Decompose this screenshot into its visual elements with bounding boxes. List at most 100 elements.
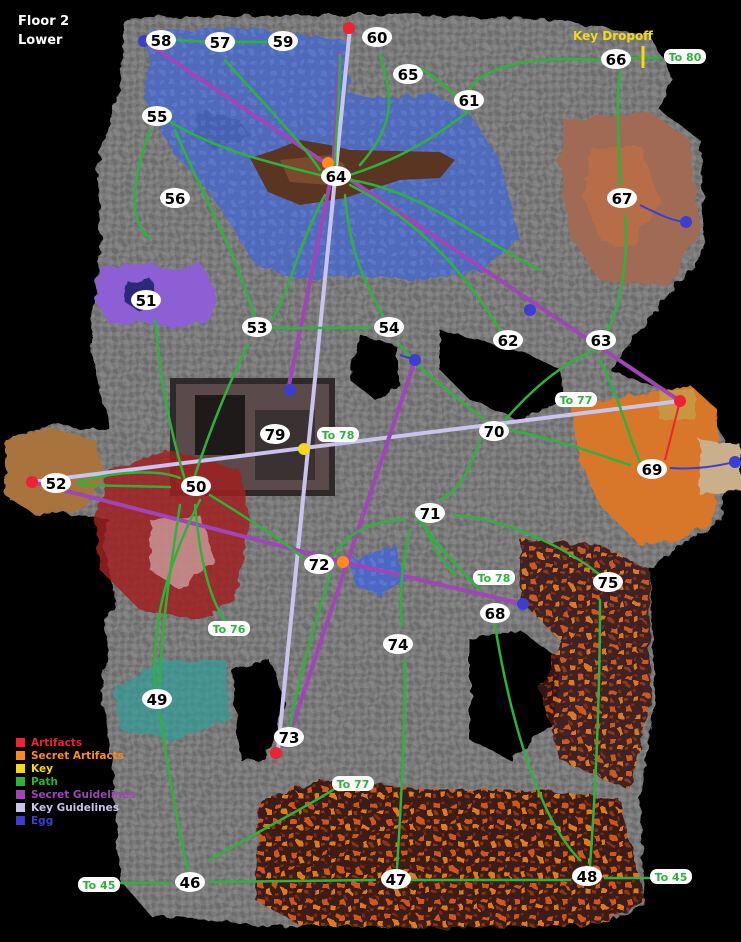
legend-label: Secret Artifacts bbox=[31, 749, 124, 762]
room-label-62: 62 bbox=[498, 332, 519, 350]
mushroom-area bbox=[95, 450, 250, 620]
exit-label: To 77 bbox=[560, 394, 593, 407]
exit-label-bg bbox=[664, 49, 706, 64]
room-label-57: 57 bbox=[210, 34, 231, 52]
room-label-bg bbox=[493, 330, 523, 350]
key-guidelines bbox=[31, 27, 681, 751]
room-label-bg bbox=[175, 872, 205, 892]
room-label-61: 61 bbox=[459, 92, 480, 110]
room-label-bg bbox=[374, 317, 404, 337]
room-label-bg bbox=[205, 32, 235, 52]
room-label-bg bbox=[304, 554, 334, 574]
room-label-bg bbox=[131, 290, 161, 310]
markers bbox=[26, 22, 741, 759]
legend-label: Secret Guidelines bbox=[31, 788, 136, 801]
room-label-47: 47 bbox=[386, 871, 407, 889]
legend-label: Key bbox=[31, 762, 53, 775]
room-label-bg bbox=[41, 473, 71, 493]
egg-marker bbox=[524, 304, 536, 316]
exit-label-bg bbox=[317, 427, 359, 442]
legend: Artifacts Secret Artifacts Key Path Secr… bbox=[16, 736, 135, 827]
secret-artifact-swatch bbox=[16, 751, 25, 760]
exit-label: To 78 bbox=[478, 572, 511, 585]
egg-swatch bbox=[16, 816, 25, 825]
artifact-swatch bbox=[16, 738, 25, 747]
artifact-marker bbox=[674, 395, 686, 407]
room-label-71: 71 bbox=[420, 505, 441, 523]
room-label-48: 48 bbox=[577, 868, 598, 886]
legend-item-key-guidelines: Key Guidelines bbox=[16, 801, 135, 814]
room-label-72: 72 bbox=[309, 556, 330, 574]
key-dropoff-label: Key Dropoff bbox=[573, 29, 653, 43]
room-label-bg bbox=[181, 476, 211, 496]
room-label-69: 69 bbox=[642, 461, 663, 479]
exit-label: To 45 bbox=[655, 871, 688, 884]
legend-label: Path bbox=[31, 775, 58, 788]
egg-marker bbox=[284, 384, 296, 396]
secret-artifact-marker bbox=[337, 556, 349, 568]
exit-labels: To 80 To 77 To 78 To 78 To 76 To 77 To 45 To 45 bbox=[78, 49, 706, 892]
key-guideline-swatch bbox=[16, 803, 25, 812]
exit-label: To 77 bbox=[337, 778, 370, 791]
key-swatch bbox=[16, 764, 25, 773]
exit-label-bg bbox=[555, 392, 597, 407]
room-label-67: 67 bbox=[612, 190, 633, 208]
room-label-73: 73 bbox=[279, 729, 300, 747]
room-label-60: 60 bbox=[367, 29, 388, 47]
exit-label: To 80 bbox=[669, 51, 702, 64]
room-labels: 46 47 48 49 50 51 52 53 54 55 56 57 58 59 60 61 62 63 64 65… bbox=[41, 27, 667, 892]
room-label-50: 50 bbox=[186, 478, 207, 496]
exit-label-bg bbox=[650, 869, 692, 884]
room-label-54: 54 bbox=[379, 319, 400, 337]
exit-label: To 76 bbox=[213, 623, 246, 636]
exit-label-bg bbox=[473, 570, 515, 585]
room-label-56: 56 bbox=[165, 190, 186, 208]
floor-title: Floor 2 bbox=[18, 14, 70, 29]
room-label-66: 66 bbox=[606, 51, 627, 69]
egg-marker bbox=[680, 216, 692, 228]
legend-label: Egg bbox=[31, 814, 54, 827]
room-label-bg bbox=[260, 424, 290, 444]
room-label-bg bbox=[586, 330, 616, 350]
room-label-79: 79 bbox=[265, 426, 286, 444]
room-label-bg bbox=[415, 503, 445, 523]
exit-label-bg bbox=[332, 776, 374, 791]
room-label-bg bbox=[321, 166, 351, 186]
egg-marker bbox=[409, 354, 421, 366]
legend-label: Key Guidelines bbox=[31, 801, 119, 814]
room-label-bg bbox=[146, 30, 176, 50]
lava-field bbox=[255, 540, 650, 928]
legend-item-key: Key bbox=[16, 762, 135, 775]
artifact-marker bbox=[343, 22, 355, 34]
artifact-marker bbox=[26, 476, 38, 488]
egg-marker bbox=[517, 598, 529, 610]
room-label-52: 52 bbox=[46, 475, 67, 493]
artifact-marker bbox=[270, 747, 282, 759]
legend-item-secret-guidelines: Secret Guidelines bbox=[16, 788, 135, 801]
artifact-connectors bbox=[664, 400, 681, 461]
path-swatch bbox=[16, 777, 25, 786]
legend-label: Artifacts bbox=[31, 736, 83, 749]
room-label-58: 58 bbox=[151, 32, 172, 50]
secret-artifact-marker bbox=[322, 157, 334, 169]
room-label-bg bbox=[242, 317, 272, 337]
room-label-63: 63 bbox=[591, 332, 612, 350]
room-label-65: 65 bbox=[398, 66, 419, 84]
room-label-bg bbox=[142, 106, 172, 126]
room-label-bg bbox=[274, 727, 304, 747]
path-lines bbox=[76, 38, 662, 885]
room-label-bg bbox=[362, 27, 392, 47]
room-label-55: 55 bbox=[147, 108, 168, 126]
legend-item-path: Path bbox=[16, 775, 135, 788]
key-marker bbox=[298, 443, 310, 455]
room-label-74: 74 bbox=[388, 636, 409, 654]
teal-area bbox=[115, 660, 230, 740]
exit-label-bg bbox=[208, 621, 250, 636]
room-label-64: 64 bbox=[326, 168, 347, 186]
room-label-bg bbox=[268, 31, 298, 51]
room-label-bg bbox=[383, 634, 413, 654]
room-label-bg bbox=[479, 421, 509, 441]
room-label-68: 68 bbox=[485, 605, 506, 623]
room-label-bg bbox=[480, 603, 510, 623]
